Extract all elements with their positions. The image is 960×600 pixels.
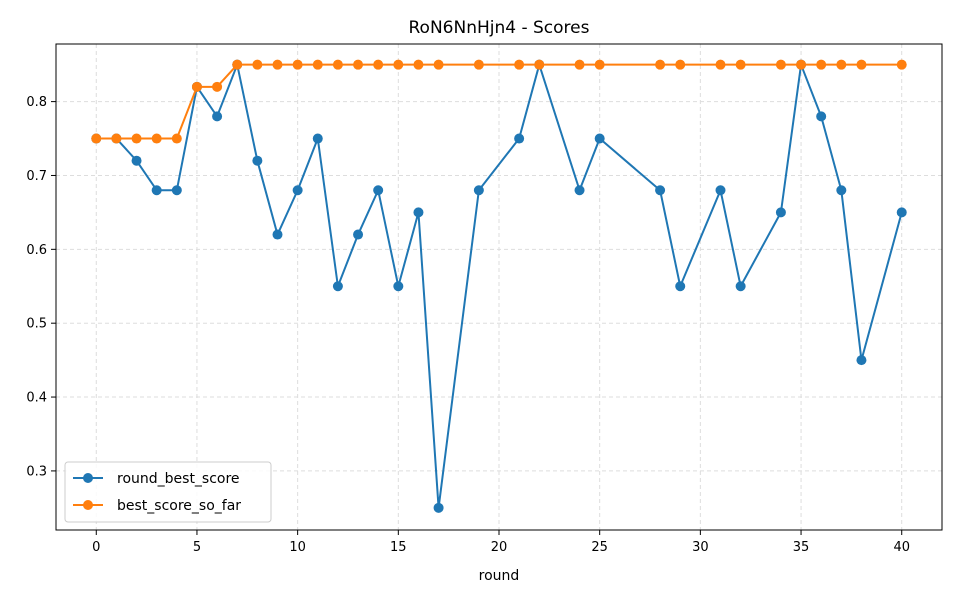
y-tick-label: 0.3 bbox=[26, 464, 47, 479]
y-tick-label: 0.4 bbox=[26, 391, 47, 406]
data-point-best-score-so-far bbox=[232, 59, 243, 70]
legend-swatch-marker-round-best-score bbox=[83, 473, 93, 483]
data-point-best-score-so-far bbox=[252, 59, 263, 70]
data-point-best-score-so-far bbox=[735, 59, 746, 70]
legend-label-round-best-score: round_best_score bbox=[117, 471, 240, 487]
x-tick-label: 5 bbox=[193, 540, 201, 555]
data-point-round-best-score bbox=[775, 207, 786, 218]
data-point-round-best-score bbox=[735, 281, 746, 292]
data-point-best-score-so-far bbox=[292, 59, 303, 70]
data-point-best-score-so-far bbox=[111, 133, 122, 144]
data-point-round-best-score bbox=[816, 111, 827, 122]
data-point-best-score-so-far bbox=[393, 59, 404, 70]
legend-label-best-score-so-far: best_score_so_far bbox=[117, 498, 241, 514]
data-point-round-best-score bbox=[715, 185, 726, 196]
data-point-best-score-so-far bbox=[574, 59, 585, 70]
data-point-round-best-score bbox=[131, 155, 142, 166]
x-tick-label: 35 bbox=[793, 540, 810, 555]
legend: round_best_score best_score_so_far bbox=[64, 461, 272, 523]
data-point-round-best-score bbox=[574, 185, 585, 196]
series-layer bbox=[91, 59, 907, 513]
data-point-round-best-score bbox=[171, 185, 182, 196]
data-point-best-score-so-far bbox=[896, 59, 907, 70]
data-point-best-score-so-far bbox=[332, 59, 343, 70]
legend-box bbox=[64, 461, 272, 523]
data-point-best-score-so-far bbox=[353, 59, 364, 70]
x-tick-label: 20 bbox=[491, 540, 508, 555]
data-point-best-score-so-far bbox=[534, 59, 545, 70]
data-point-best-score-so-far bbox=[473, 59, 484, 70]
data-point-best-score-so-far bbox=[272, 59, 283, 70]
data-point-best-score-so-far bbox=[312, 59, 323, 70]
data-point-best-score-so-far bbox=[675, 59, 686, 70]
data-point-best-score-so-far bbox=[91, 133, 102, 144]
data-point-round-best-score bbox=[836, 185, 847, 196]
data-point-round-best-score bbox=[252, 155, 263, 166]
data-point-round-best-score bbox=[292, 185, 303, 196]
data-point-best-score-so-far bbox=[655, 59, 666, 70]
data-point-best-score-so-far bbox=[775, 59, 786, 70]
data-point-best-score-so-far bbox=[151, 133, 162, 144]
y-tick-label: 0.5 bbox=[26, 317, 47, 332]
data-point-best-score-so-far bbox=[373, 59, 384, 70]
x-tick-label: 30 bbox=[692, 540, 709, 555]
data-point-round-best-score bbox=[353, 229, 364, 240]
x-tick-label: 10 bbox=[289, 540, 306, 555]
data-point-round-best-score bbox=[332, 281, 343, 292]
data-point-round-best-score bbox=[393, 281, 404, 292]
data-point-round-best-score bbox=[856, 355, 867, 366]
data-point-best-score-so-far bbox=[796, 59, 807, 70]
data-point-round-best-score bbox=[433, 502, 444, 513]
data-point-round-best-score bbox=[514, 133, 525, 144]
data-point-best-score-so-far bbox=[856, 59, 867, 70]
data-point-round-best-score bbox=[272, 229, 283, 240]
data-point-round-best-score bbox=[675, 281, 686, 292]
y-tick-label: 0.8 bbox=[26, 95, 47, 110]
data-point-best-score-so-far bbox=[212, 81, 223, 92]
data-point-best-score-so-far bbox=[171, 133, 182, 144]
y-tick-label: 0.7 bbox=[26, 169, 47, 184]
data-point-best-score-so-far bbox=[191, 81, 202, 92]
x-axis-label: round bbox=[479, 568, 520, 584]
x-tick-label: 40 bbox=[893, 540, 910, 555]
data-point-best-score-so-far bbox=[836, 59, 847, 70]
data-point-round-best-score bbox=[151, 185, 162, 196]
tick-layer: 0 5 10 15 20 25 30 35 40 0.3 0.4 0.5 0.6 0.7 0.8 bbox=[26, 95, 910, 555]
grid-layer bbox=[56, 44, 942, 530]
data-point-round-best-score bbox=[655, 185, 666, 196]
y-tick-label: 0.6 bbox=[26, 243, 47, 258]
data-point-round-best-score bbox=[312, 133, 323, 144]
data-point-best-score-so-far bbox=[514, 59, 525, 70]
data-point-best-score-so-far bbox=[594, 59, 605, 70]
legend-swatch-marker-best-score-so-far bbox=[83, 500, 93, 510]
data-point-round-best-score bbox=[413, 207, 424, 218]
data-point-best-score-so-far bbox=[413, 59, 424, 70]
x-tick-label: 25 bbox=[591, 540, 608, 555]
data-point-round-best-score bbox=[896, 207, 907, 218]
data-point-round-best-score bbox=[212, 111, 223, 122]
data-point-round-best-score bbox=[594, 133, 605, 144]
x-tick-label: 15 bbox=[390, 540, 407, 555]
data-point-round-best-score bbox=[473, 185, 484, 196]
data-point-best-score-so-far bbox=[816, 59, 827, 70]
data-point-best-score-so-far bbox=[433, 59, 444, 70]
data-point-best-score-so-far bbox=[715, 59, 726, 70]
data-point-round-best-score bbox=[373, 185, 384, 196]
data-point-best-score-so-far bbox=[131, 133, 142, 144]
x-tick-label: 0 bbox=[92, 540, 100, 555]
chart-title: RoN6NnHjn4 - Scores bbox=[409, 18, 590, 38]
